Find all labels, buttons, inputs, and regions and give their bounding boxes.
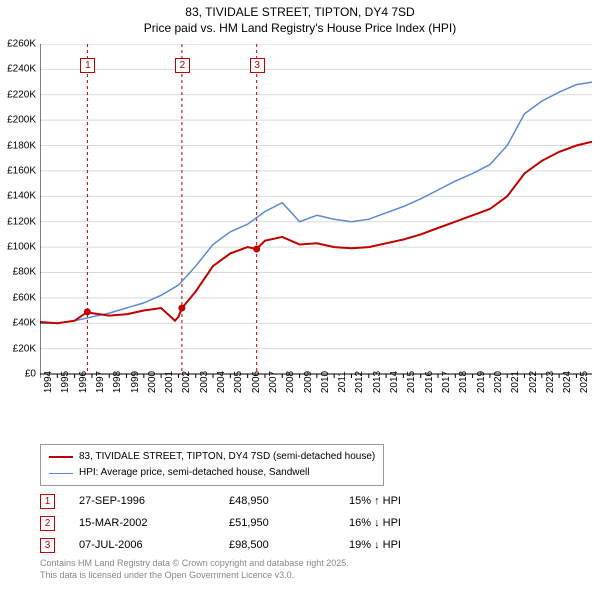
y-axis-label: £160K	[0, 165, 36, 176]
x-axis-label: 2021	[510, 371, 521, 393]
y-axis-label: £180K	[0, 140, 36, 151]
sale-marker-box: 3	[250, 58, 265, 73]
sale-price: £98,500	[229, 539, 349, 551]
x-axis-label: 2014	[389, 371, 400, 393]
x-axis-label: 1995	[60, 371, 71, 393]
footer-attribution: Contains HM Land Registry data © Crown c…	[40, 558, 349, 581]
x-axis-label: 2001	[164, 371, 175, 393]
x-axis-label: 2002	[181, 371, 192, 393]
legend-swatch	[49, 473, 73, 474]
y-axis-label: £140K	[0, 191, 36, 202]
x-axis-label: 2005	[233, 371, 244, 393]
sales-row: 1 27-SEP-1996£48,95015% ↑ HPI	[40, 490, 469, 512]
sale-date: 15-MAR-2002	[79, 517, 229, 529]
legend-item: 83, TIVIDALE STREET, TIPTON, DY4 7SD (se…	[49, 449, 375, 465]
sales-row: 2 15-MAR-2002£51,95016% ↓ HPI	[40, 512, 469, 534]
sale-marker-box: 2	[175, 58, 190, 73]
y-axis-label: £220K	[0, 89, 36, 100]
y-axis-label: £260K	[0, 39, 36, 50]
x-axis-label: 1997	[95, 371, 106, 393]
x-axis-label: 2018	[458, 371, 469, 393]
sale-marker-ref: 2	[40, 516, 55, 531]
sale-price: £48,950	[229, 495, 349, 507]
x-axis-label: 2019	[476, 371, 487, 393]
sale-price: £51,950	[229, 517, 349, 529]
x-axis-label: 2000	[147, 371, 158, 393]
x-axis-label: 2020	[493, 371, 504, 393]
legend-item: HPI: Average price, semi-detached house,…	[49, 465, 375, 481]
sale-date: 27-SEP-1996	[79, 495, 229, 507]
sale-marker-box: 1	[80, 58, 95, 73]
y-axis-label: £40K	[0, 318, 36, 329]
y-axis-label: £80K	[0, 267, 36, 278]
x-axis-label: 2011	[337, 371, 348, 393]
x-axis-label: 2009	[303, 371, 314, 393]
x-axis-label: 1999	[130, 371, 141, 393]
x-axis-label: 2015	[406, 371, 417, 393]
price-chart: £0£20K£40K£60K£80K£100K£120K£140K£160K£1…	[40, 44, 592, 404]
page-title: 83, TIVIDALE STREET, TIPTON, DY4 7SD	[0, 4, 600, 20]
x-axis-label: 1994	[43, 371, 54, 393]
legend-swatch	[49, 456, 73, 458]
y-axis-label: £200K	[0, 115, 36, 126]
sales-table: 1 27-SEP-1996£48,95015% ↑ HPI 2 15-MAR-2002…	[40, 490, 469, 556]
x-axis-label: 2007	[268, 371, 279, 393]
footer-line-2: This data is licensed under the Open Gov…	[40, 570, 349, 582]
legend-label: HPI: Average price, semi-detached house,…	[79, 465, 310, 481]
footer-line-1: Contains HM Land Registry data © Crown c…	[40, 558, 349, 570]
x-axis-label: 2003	[199, 371, 210, 393]
sale-hpi: 15% ↑ HPI	[349, 495, 469, 507]
x-axis-label: 1996	[78, 371, 89, 393]
sale-hpi: 19% ↓ HPI	[349, 539, 469, 551]
x-axis-label: 2025	[579, 371, 590, 393]
x-axis-label: 1998	[112, 371, 123, 393]
x-axis-label: 2024	[562, 371, 573, 393]
legend: 83, TIVIDALE STREET, TIPTON, DY4 7SD (se…	[40, 444, 384, 486]
chart-svg	[40, 44, 592, 404]
x-axis-label: 2004	[216, 371, 227, 393]
y-axis-label: £120K	[0, 216, 36, 227]
y-axis-label: £0	[0, 369, 36, 380]
x-axis-label: 2012	[354, 371, 365, 393]
page-subtitle: Price paid vs. HM Land Registry's House …	[0, 20, 600, 36]
sales-row: 3 07-JUL-2006£98,50019% ↓ HPI	[40, 534, 469, 556]
sale-marker-ref: 3	[40, 538, 55, 553]
y-axis-label: £60K	[0, 292, 36, 303]
x-axis-label: 2017	[441, 371, 452, 393]
sale-date: 07-JUL-2006	[79, 539, 229, 551]
x-axis-label: 2016	[424, 371, 435, 393]
sale-marker-ref: 1	[40, 494, 55, 509]
y-axis-label: £100K	[0, 242, 36, 253]
x-axis-label: 2013	[372, 371, 383, 393]
legend-label: 83, TIVIDALE STREET, TIPTON, DY4 7SD (se…	[79, 449, 375, 465]
x-axis-label: 2010	[320, 371, 331, 393]
x-axis-label: 2022	[528, 371, 539, 393]
sale-hpi: 16% ↓ HPI	[349, 517, 469, 529]
y-axis-label: £240K	[0, 64, 36, 75]
y-axis-label: £20K	[0, 343, 36, 354]
x-axis-label: 2006	[251, 371, 262, 393]
x-axis-label: 2023	[545, 371, 556, 393]
x-axis-label: 2008	[285, 371, 296, 393]
